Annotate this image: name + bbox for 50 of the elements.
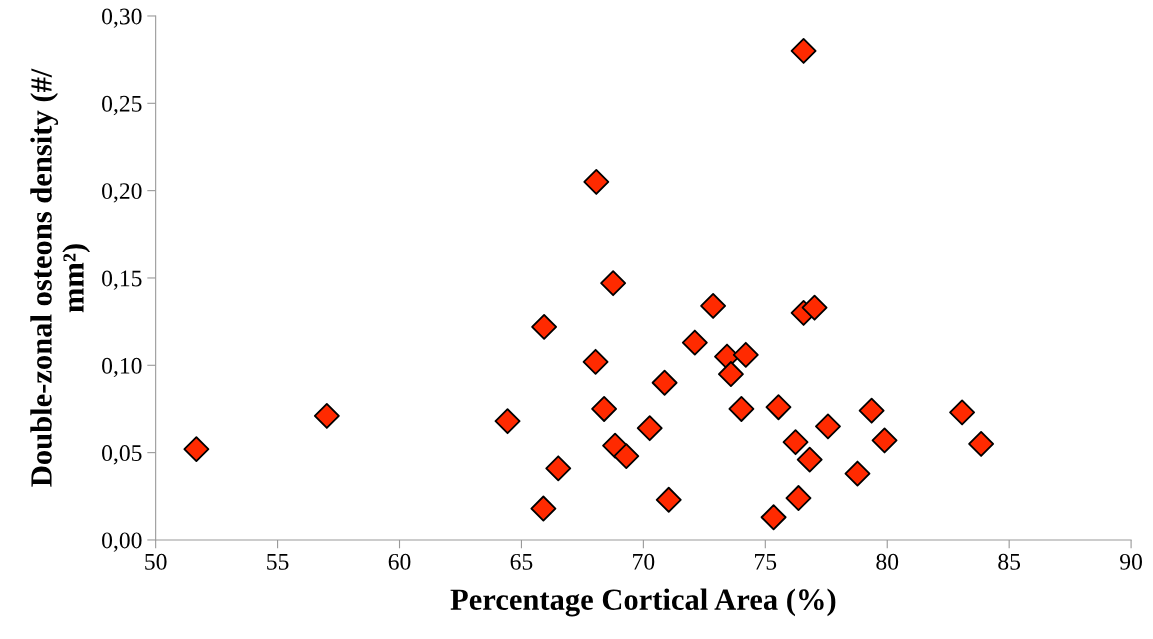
point: [782, 429, 809, 456]
point: [636, 415, 663, 442]
y-tick-label: 0,20: [102, 183, 142, 203]
point: [530, 495, 557, 522]
x-tick-label: 65: [510, 553, 533, 570]
point: [600, 270, 627, 297]
point: [801, 294, 828, 321]
point: [949, 399, 976, 426]
point: [765, 394, 792, 421]
point: [968, 430, 995, 457]
x-axis-title: Percentage Cortical Area (%): [450, 588, 836, 617]
point: [651, 369, 678, 396]
y-tick-label: 0,00: [102, 532, 142, 552]
point: [858, 397, 885, 424]
point: [844, 460, 871, 487]
point: [545, 455, 572, 482]
point: [613, 443, 640, 470]
x-tick-label: 80: [876, 553, 899, 570]
y-tick-label: 0,10: [102, 357, 142, 378]
point: [183, 436, 210, 463]
point: [700, 292, 727, 319]
point: [717, 361, 744, 387]
x-tick-label: 50: [145, 553, 167, 570]
point: [582, 348, 609, 375]
point: [313, 403, 340, 429]
point: [728, 396, 755, 422]
point: [760, 504, 787, 531]
y-tick-label: 0,25: [102, 95, 142, 116]
point: [591, 396, 618, 422]
x-tick-label: 85: [998, 553, 1021, 570]
x-tick-label: 75: [755, 554, 777, 570]
point: [583, 168, 610, 195]
y-tick-label: 0,30: [102, 8, 142, 28]
y-axis-title: Double-zonal osteons density (#/ mm²): [30, 68, 91, 487]
y-tick-label: 0,15: [102, 270, 142, 290]
x-tick-label: 60: [388, 553, 411, 570]
point: [815, 413, 841, 440]
point: [871, 427, 898, 454]
x-tick-label: 70: [633, 553, 655, 570]
y-tick-label: 0,05: [102, 445, 142, 465]
x-tick-label: 55: [267, 554, 289, 570]
point: [681, 329, 708, 356]
x-tick-label: 90: [1120, 553, 1142, 570]
point: [531, 313, 558, 340]
point: [494, 408, 521, 435]
point: [655, 486, 682, 513]
point: [790, 37, 817, 64]
point: [785, 485, 812, 511]
point: [732, 341, 759, 368]
point: [796, 446, 823, 473]
